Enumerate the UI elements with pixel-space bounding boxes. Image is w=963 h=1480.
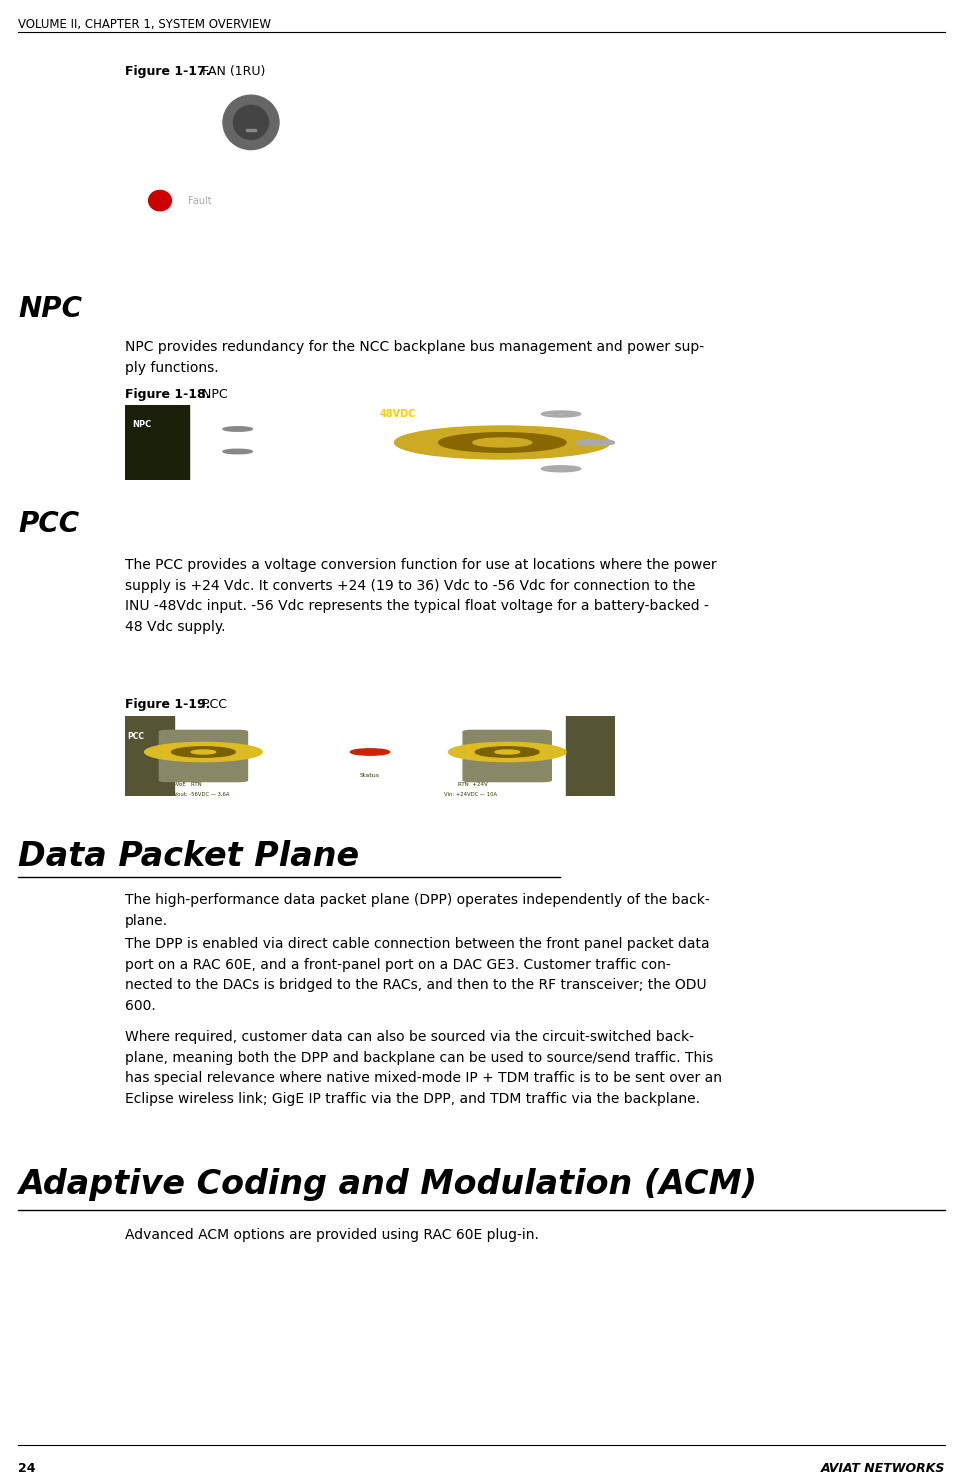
- Ellipse shape: [148, 191, 171, 210]
- Text: RTN  +24V: RTN +24V: [458, 781, 488, 786]
- Text: NPC provides redundancy for the NCC backplane bus management and power sup-
ply : NPC provides redundancy for the NCC back…: [125, 340, 704, 374]
- Bar: [125, 406, 189, 480]
- Text: NPC: NPC: [18, 295, 82, 323]
- Text: Advanced ACM options are provided using RAC 60E plug-in.: Advanced ACM options are provided using …: [125, 1228, 539, 1242]
- Circle shape: [473, 438, 532, 447]
- Circle shape: [223, 450, 252, 454]
- Circle shape: [576, 440, 615, 445]
- Circle shape: [223, 95, 279, 149]
- Circle shape: [541, 411, 581, 417]
- Text: PCC: PCC: [127, 733, 144, 741]
- Circle shape: [395, 426, 611, 459]
- FancyBboxPatch shape: [159, 731, 247, 781]
- Circle shape: [541, 466, 581, 472]
- Circle shape: [171, 747, 235, 758]
- Text: —  —: — —: [546, 411, 565, 417]
- Circle shape: [476, 747, 539, 758]
- Circle shape: [144, 743, 262, 762]
- Bar: [246, 129, 256, 130]
- Text: NPC: NPC: [132, 420, 151, 429]
- Text: PCC: PCC: [18, 511, 79, 539]
- Text: 48VDC: 48VDC: [379, 408, 416, 419]
- Text: +: +: [143, 99, 159, 117]
- Circle shape: [223, 426, 252, 431]
- Text: Fault: Fault: [188, 195, 212, 206]
- Text: Data Packet Plane: Data Packet Plane: [18, 841, 359, 873]
- Text: Figure 1-17.: Figure 1-17.: [125, 65, 211, 78]
- Bar: [566, 716, 615, 796]
- Text: -VoE   RTN: -VoE RTN: [174, 781, 202, 786]
- Text: AVIAT NETWORKS: AVIAT NETWORKS: [820, 1462, 945, 1476]
- Text: Adaptive Coding and Modulation (ACM): Adaptive Coding and Modulation (ACM): [18, 1168, 757, 1200]
- Bar: [125, 716, 174, 796]
- Text: The PCC provides a voltage conversion function for use at locations where the po: The PCC provides a voltage conversion fu…: [125, 558, 716, 633]
- Text: Figure 1-18.: Figure 1-18.: [125, 388, 210, 401]
- Text: Figure 1-19.: Figure 1-19.: [125, 699, 210, 710]
- Text: Protect: Protect: [257, 425, 284, 434]
- Text: VOLUME II, CHAPTER 1, SYSTEM OVERVIEW: VOLUME II, CHAPTER 1, SYSTEM OVERVIEW: [18, 18, 271, 31]
- Text: The DPP is enabled via direct cable connection between the front panel packet da: The DPP is enabled via direct cable conn…: [125, 937, 710, 1012]
- Text: Vin: +24VDC — 10A: Vin: +24VDC — 10A: [444, 792, 497, 798]
- Text: Vout: -56VDC — 3.6A: Vout: -56VDC — 3.6A: [174, 792, 229, 798]
- Text: Status: Status: [257, 447, 282, 456]
- Text: FAN: FAN: [143, 133, 167, 142]
- Circle shape: [351, 749, 390, 755]
- Text: Where required, customer data can also be sourced via the circuit-switched back-: Where required, customer data can also b…: [125, 1030, 722, 1106]
- Text: FAN (1RU): FAN (1RU): [198, 65, 266, 78]
- Text: The high-performance data packet plane (DPP) operates independently of the back-: The high-performance data packet plane (…: [125, 892, 710, 928]
- Circle shape: [449, 743, 566, 762]
- Circle shape: [495, 750, 519, 753]
- Circle shape: [438, 432, 566, 453]
- Circle shape: [191, 750, 216, 753]
- Text: PCC: PCC: [198, 699, 227, 710]
- FancyBboxPatch shape: [463, 731, 551, 781]
- Text: Status: Status: [360, 774, 380, 778]
- Text: 24: 24: [18, 1462, 36, 1476]
- Circle shape: [233, 105, 269, 139]
- Text: NPC: NPC: [198, 388, 227, 401]
